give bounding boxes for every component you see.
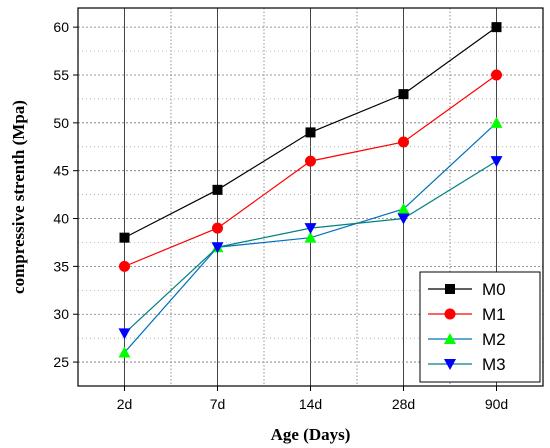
legend-marker <box>445 284 455 294</box>
y-axis-title: compressive strenth (Mpa) <box>9 100 28 294</box>
data-point <box>304 231 317 243</box>
data-point <box>304 223 317 235</box>
y-tick-label: 45 <box>53 163 69 179</box>
x-axis-title: Age (Days) <box>271 425 351 444</box>
legend-label: M2 <box>482 330 506 349</box>
data-point <box>398 136 409 148</box>
legend-marker <box>444 308 456 320</box>
legend-item: M3 <box>428 355 506 374</box>
data-point <box>211 242 224 254</box>
legend-marker <box>444 333 456 344</box>
y-tick-label: 25 <box>53 354 69 370</box>
data-point <box>490 116 503 128</box>
series-layer <box>118 22 503 358</box>
y-tick-label: 40 <box>53 211 69 227</box>
legend-label: M3 <box>482 355 506 374</box>
x-tick-label: 28d <box>392 396 415 412</box>
x-tick-label: 7d <box>210 396 226 412</box>
series-m1 <box>119 69 502 272</box>
series-m2 <box>118 116 503 358</box>
y-tick-label: 30 <box>53 306 69 322</box>
x-tick-label: 14d <box>299 396 322 412</box>
data-point <box>491 22 502 33</box>
legend-label: M0 <box>482 280 506 299</box>
y-tick-label: 50 <box>53 115 69 131</box>
data-point <box>119 232 130 243</box>
x-tick-label: 2d <box>117 396 133 412</box>
data-point <box>212 222 223 234</box>
data-point <box>119 260 130 272</box>
series-m0 <box>119 22 502 243</box>
data-point <box>305 127 316 138</box>
legend-label: M1 <box>482 305 506 324</box>
axis-ticks: 2d 7d 14d 28d 90d 25 30 35 40 45 50 55 60 <box>53 19 508 412</box>
x-tick-label: 90d <box>485 396 508 412</box>
data-point <box>212 184 223 195</box>
legend-item: M2 <box>428 330 506 349</box>
legend: M0 M1 M2 M3 <box>419 271 541 383</box>
data-point <box>397 213 410 225</box>
grid <box>78 8 543 386</box>
series-m3 <box>118 156 503 340</box>
data-point <box>118 346 131 358</box>
legend-item: M1 <box>428 305 506 324</box>
data-point <box>397 202 410 214</box>
y-tick-label: 60 <box>53 19 69 35</box>
data-point <box>305 155 316 167</box>
legend-marker <box>444 359 456 370</box>
legend-item: M0 <box>428 280 506 299</box>
data-point <box>118 328 131 340</box>
y-tick-label: 35 <box>53 258 69 274</box>
data-point <box>398 89 409 100</box>
y-tick-label: 55 <box>53 67 69 83</box>
data-point <box>490 156 503 168</box>
data-point <box>491 69 502 81</box>
